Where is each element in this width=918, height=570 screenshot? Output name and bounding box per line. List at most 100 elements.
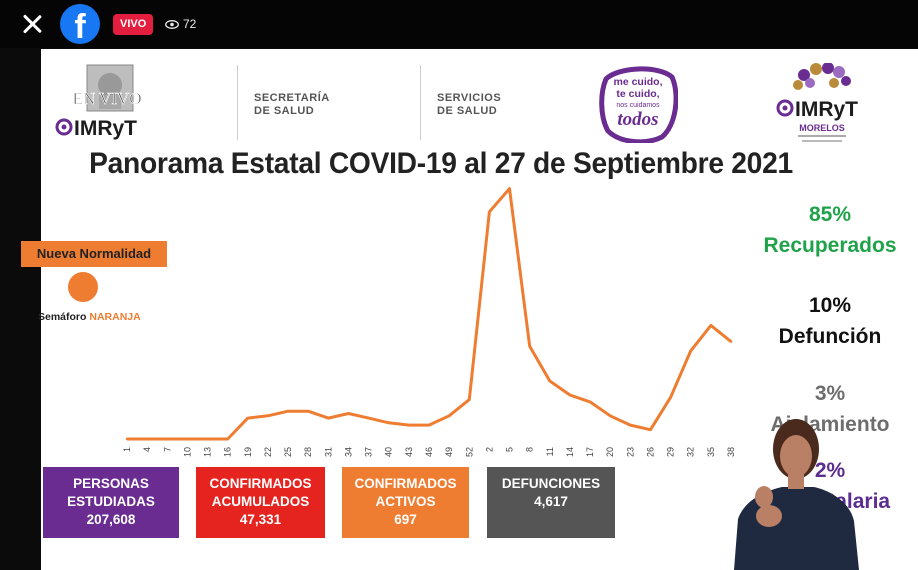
- facebook-glyph: f: [74, 8, 86, 44]
- box-label-line2: ACTIVOS: [375, 494, 436, 509]
- x-tick-label: 14: [565, 447, 575, 457]
- stat-defuncion: 10% Defunción: [741, 290, 918, 352]
- box-label-line1: CONFIRMADOS: [354, 476, 457, 491]
- data-point: [729, 340, 733, 343]
- todos-line1: me cuido,: [613, 76, 662, 88]
- data-point: [387, 421, 390, 424]
- viewer-count-value: 72: [183, 17, 197, 31]
- data-point: [367, 416, 370, 420]
- x-tick-label: 46: [424, 447, 434, 457]
- box-confirmados-acumulados: CONFIRMADOS ACUMULADOS 47,331: [196, 467, 325, 538]
- facebook-icon[interactable]: f: [60, 4, 100, 44]
- x-tick-label: 52: [464, 447, 474, 457]
- todos-line2: te cuido,: [616, 88, 659, 100]
- stat-value: 85%: [808, 203, 852, 226]
- box-value: 207,608: [86, 512, 136, 527]
- x-tick-label: 2: [484, 447, 494, 452]
- x-tick-label: 16: [223, 447, 233, 457]
- x-tick-label: 40: [384, 447, 394, 457]
- box-label-line2: ACUMULADOS: [211, 494, 310, 509]
- data-point: [488, 210, 491, 214]
- x-tick-label: 34: [343, 447, 353, 457]
- data-point: [427, 423, 431, 427]
- x-tick-label: 49: [444, 447, 454, 457]
- series-line: [127, 187, 732, 441]
- envivo-text: EN VIVO: [72, 89, 141, 108]
- semaforo-label: Semáforo NARANJA: [38, 311, 141, 323]
- data-point: [266, 414, 270, 418]
- todos-line3: nos cuidamos: [616, 102, 660, 109]
- stat-label: Defunción: [778, 325, 882, 348]
- x-tick-label: 7: [162, 447, 172, 452]
- live-badge: VIVO: [113, 14, 154, 35]
- data-point: [347, 412, 350, 415]
- stat-value: 2%: [814, 459, 846, 482]
- box-label-line1: CONFIRMADOS: [209, 476, 312, 491]
- data-point: [629, 423, 632, 427]
- data-point: [166, 437, 169, 441]
- x-tick-label: 25: [283, 447, 293, 457]
- data-point: [568, 393, 572, 397]
- box-value: 47,331: [239, 512, 282, 527]
- eye-icon: [165, 20, 179, 29]
- stat-value: 10%: [808, 294, 852, 317]
- box-value: 4,617: [534, 494, 568, 509]
- data-point: [609, 414, 612, 418]
- semaforo-color-text: NARANJA: [89, 311, 141, 323]
- data-point: [669, 396, 672, 399]
- todos-campaign-logo: me cuido, te cuido, nos cuidamos todos: [598, 65, 679, 145]
- x-tick-label: 38: [726, 447, 736, 457]
- box-defunciones: DEFUNCIONES 4,617: [487, 467, 615, 538]
- x-tick-label: 1: [123, 447, 132, 452]
- imryt-text-left: IMRyT: [74, 117, 137, 140]
- stat-label: Recuperados: [763, 234, 897, 257]
- box-confirmados-activos: CONFIRMADOS ACTIVOS 697: [342, 467, 469, 538]
- box-label-line2: ESTUDIADAS: [67, 494, 155, 509]
- secretaria-line1: SECRETARÍA: [254, 92, 330, 104]
- imryt-text-right: IMRyT: [795, 98, 858, 121]
- todos-line4: todos: [617, 109, 658, 130]
- viewer-count: 72: [165, 14, 196, 35]
- semaforo-dot-icon: [68, 272, 98, 302]
- data-point: [186, 437, 189, 441]
- secretaria-line2: DE SALUD: [254, 105, 315, 117]
- semaforo-text: Semáforo: [38, 311, 87, 323]
- data-point: [307, 409, 310, 413]
- covid-line-chart: 1 4 7 10 13 16 19 22 25 28 31 34 37 40 43 46 49 52 2 5 8 11 14…: [123, 187, 736, 457]
- x-tick-label: 5: [505, 447, 515, 452]
- x-tick-label: 19: [243, 447, 253, 457]
- data-point: [407, 423, 411, 427]
- data-point: [145, 437, 149, 441]
- x-tick-label: 8: [525, 447, 535, 452]
- x-tick-label: 23: [625, 447, 635, 457]
- logo-divider: [420, 65, 421, 140]
- box-personas-estudiadas: PERSONAS ESTUDIADAS 207,608: [43, 467, 179, 538]
- nueva-normalidad-label: Nueva Normalidad: [21, 241, 167, 267]
- x-tick-label: 35: [706, 447, 716, 457]
- close-icon[interactable]: [18, 10, 46, 38]
- x-tick-label: 17: [585, 447, 595, 457]
- data-point: [528, 345, 531, 348]
- box-label-line1: PERSONAS: [73, 476, 149, 491]
- x-tick-label: 20: [605, 447, 615, 457]
- x-tick-label: 10: [182, 447, 192, 457]
- imryt-logo-left: EN VIVO IMRyT: [55, 63, 165, 145]
- data-point: [548, 379, 551, 383]
- stat-value: 3%: [814, 382, 846, 405]
- data-point: [206, 437, 209, 441]
- x-tick-label: 22: [263, 447, 273, 457]
- stat-recuperados: 85% Recuperados: [741, 199, 918, 261]
- logo-divider: [237, 65, 238, 140]
- data-point: [508, 187, 511, 190]
- x-tick-label: 11: [545, 447, 555, 456]
- x-tick-label: 43: [404, 447, 414, 457]
- live-topbar: f VIVO 72: [0, 0, 918, 48]
- data-point: [226, 437, 229, 441]
- box-value: 697: [394, 512, 417, 527]
- presentation-slide: EN VIVO IMRyT SECRETARÍA DE SALUD SERVIC…: [21, 49, 918, 570]
- sign-language-interpreter: [734, 419, 859, 570]
- data-point: [447, 414, 451, 418]
- data-point: [468, 398, 471, 401]
- x-tick-label: 31: [323, 447, 333, 457]
- secretaria-salud-logo: SECRETARÍA DE SALUD: [254, 92, 330, 118]
